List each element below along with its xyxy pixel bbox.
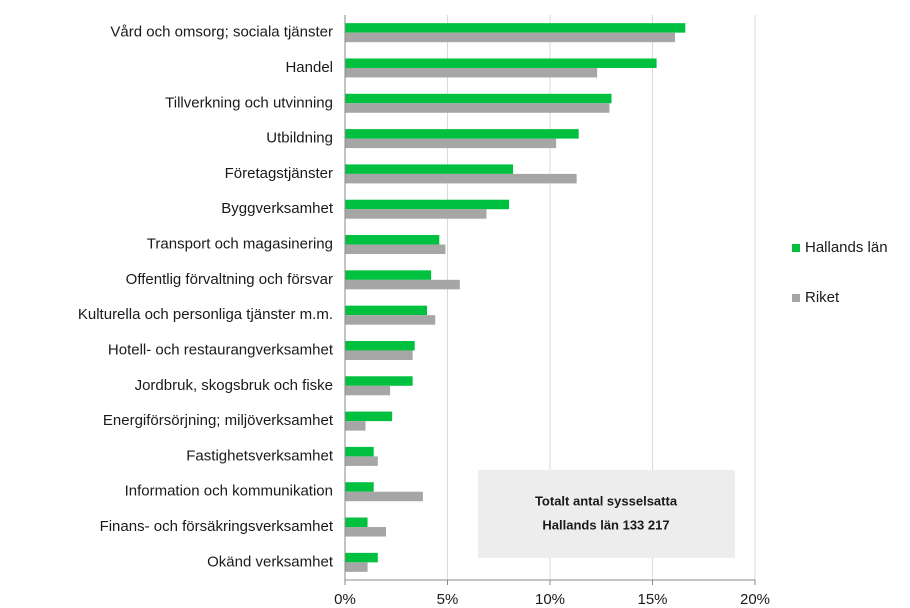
annotation: Hallands län 133 217 xyxy=(542,517,669,532)
bar xyxy=(345,93,612,104)
bar xyxy=(345,209,487,219)
bar xyxy=(345,517,368,528)
y-tick-label: Vård och omsorg; sociala tjänster xyxy=(110,24,333,41)
y-tick-label: Företagstjänster xyxy=(225,165,333,182)
y-tick-label: Tillverkning och utvinning xyxy=(165,94,333,111)
bar xyxy=(345,340,415,351)
y-tick-label: Handel xyxy=(285,59,333,76)
y-tick-label: Utbildning xyxy=(266,130,333,147)
bar xyxy=(345,456,378,466)
bar xyxy=(345,350,413,360)
y-tick-label: Transport och magasinering xyxy=(147,236,333,253)
bar xyxy=(345,58,657,68)
bar xyxy=(345,385,391,396)
bar xyxy=(345,315,436,325)
bar xyxy=(345,562,368,572)
legend-swatch xyxy=(792,244,800,252)
bar xyxy=(345,411,393,422)
bar xyxy=(345,32,676,43)
x-tick-label: 0% xyxy=(334,591,356,608)
y-tick-label: Hotell- och restaurangverksamhet xyxy=(108,341,334,358)
legend-swatch xyxy=(792,294,800,302)
bar xyxy=(345,491,423,502)
y-tick-label: Jordbruk, skogsbruk och fiske xyxy=(135,377,333,394)
bar xyxy=(345,482,374,492)
annotation-box xyxy=(478,470,735,558)
bar xyxy=(345,103,610,113)
bar xyxy=(345,129,579,139)
bar xyxy=(345,235,440,245)
bar xyxy=(345,244,446,255)
x-tick-label: 5% xyxy=(437,591,459,608)
bar xyxy=(345,199,509,210)
bar xyxy=(345,23,686,33)
bar xyxy=(345,305,427,316)
bar xyxy=(345,527,386,537)
y-tick-label: Okänd verksamhet xyxy=(207,553,334,570)
y-tick-label: Offentlig förvaltning och försvar xyxy=(126,271,333,288)
bar xyxy=(345,138,557,149)
bar xyxy=(345,67,598,78)
bar xyxy=(345,446,374,457)
x-tick-label: 15% xyxy=(637,591,667,608)
bar xyxy=(345,376,413,386)
y-tick-label: Kulturella och personliga tjänster m.m. xyxy=(78,306,333,323)
bar xyxy=(345,164,514,174)
x-tick-label: 20% xyxy=(740,591,770,608)
y-tick-label: Finans- och försäkringsverksamhet xyxy=(100,518,334,535)
y-tick-label: Byggverksamhet xyxy=(221,200,334,217)
y-tick-label: Information och kommunikation xyxy=(125,483,333,500)
y-tick-label: Fastighetsverksamhet xyxy=(186,447,334,464)
bar xyxy=(345,173,577,184)
bar xyxy=(345,421,366,431)
annotation: Totalt antal sysselsatta xyxy=(535,493,678,508)
bar xyxy=(345,270,432,280)
legend-label: Riket xyxy=(805,289,840,306)
bar xyxy=(345,279,460,290)
legend-label: Hallands län xyxy=(805,239,888,256)
x-tick-label: 10% xyxy=(535,591,565,608)
bar xyxy=(345,552,378,563)
y-tick-label: Energiförsörjning; miljöverksamhet xyxy=(103,412,334,429)
